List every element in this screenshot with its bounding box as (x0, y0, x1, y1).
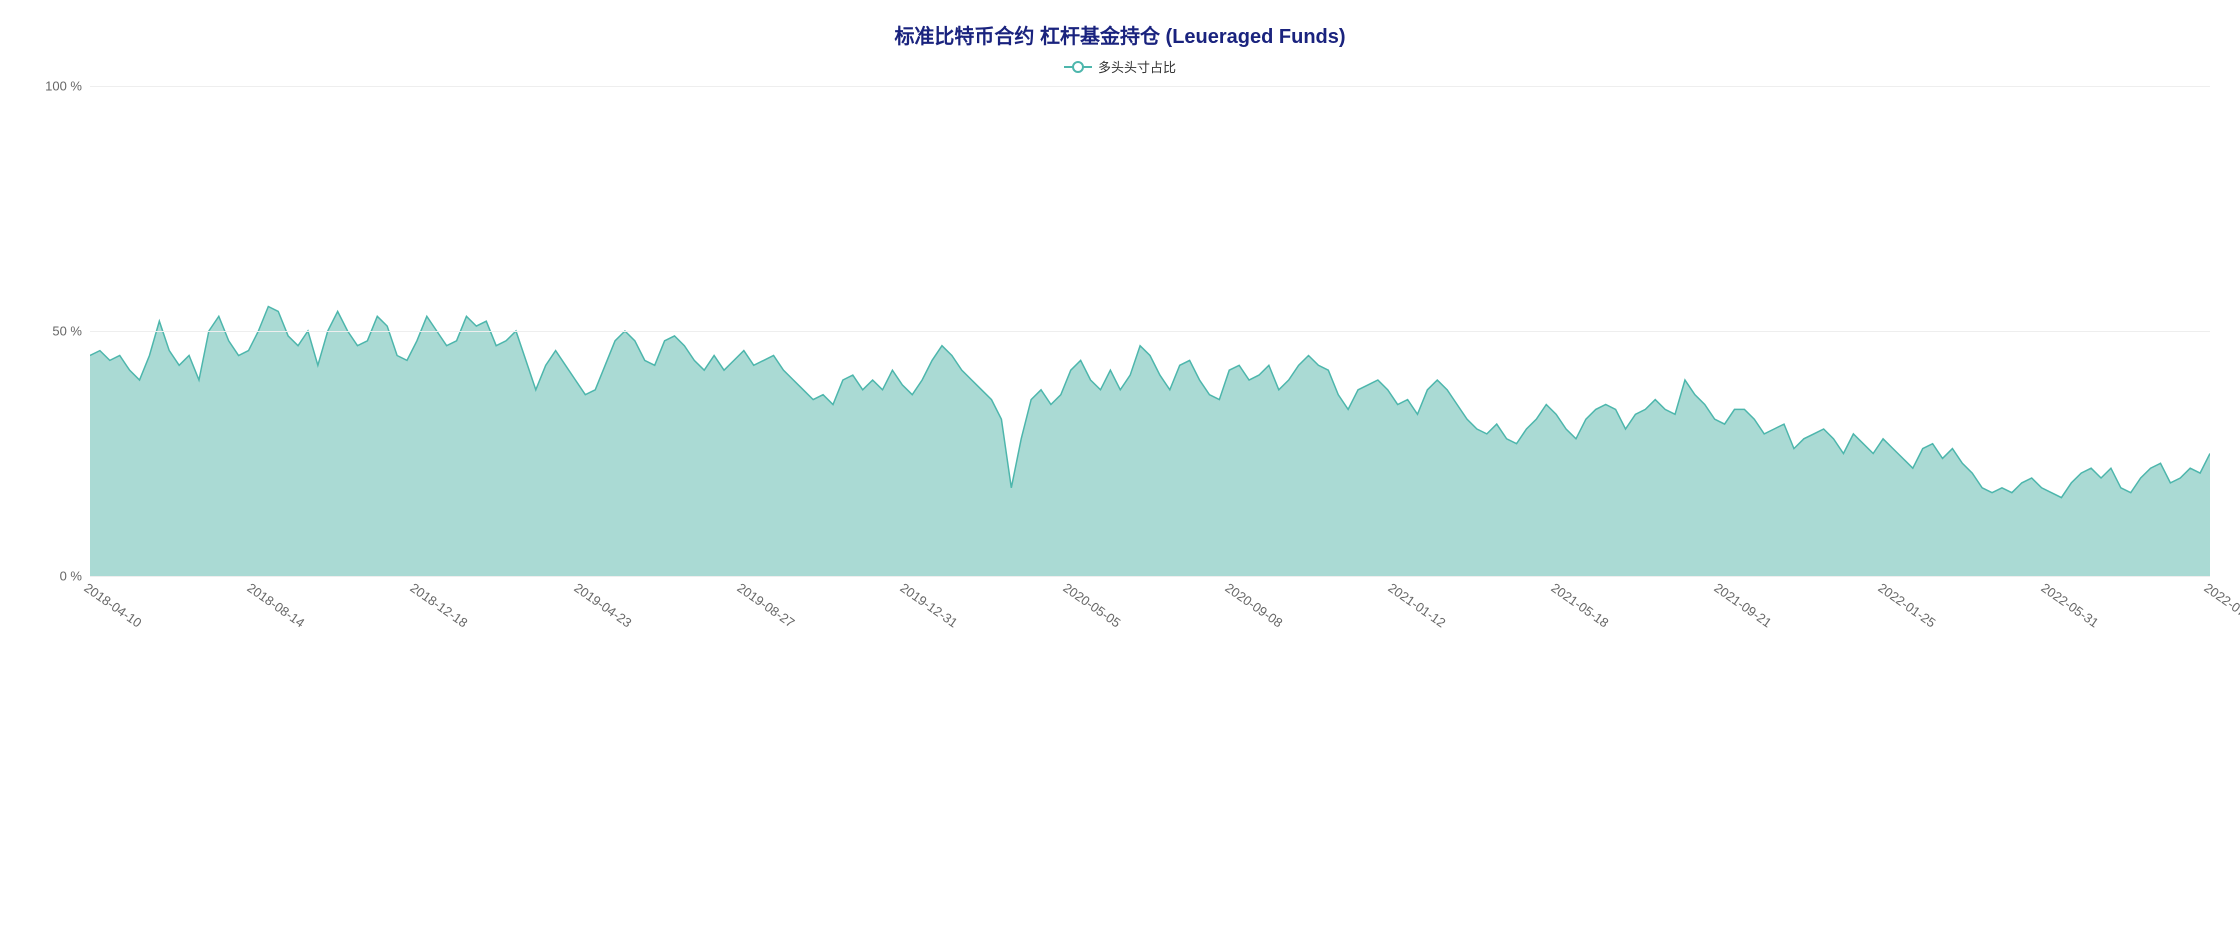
x-tick-label: 2021-01-12 (1385, 580, 1448, 630)
grid-line (90, 86, 2210, 87)
chart-container: 标准比特币合约 杠杆基金持仓 (Leueraged Funds) 多头头寸占比 … (30, 20, 2210, 646)
x-tick-label: 2020-05-05 (1061, 580, 1124, 630)
y-tick-label: 50 % (52, 324, 82, 339)
grid-line (90, 331, 2210, 332)
x-tick-label: 2020-09-08 (1222, 580, 1285, 630)
x-tick-label: 2021-09-21 (1712, 580, 1775, 630)
x-axis: 2018-04-102018-08-142018-12-182019-04-23… (90, 576, 2210, 646)
x-tick-label: 2022-07-05 (2201, 580, 2240, 630)
y-tick-label: 0 % (60, 569, 82, 584)
x-tick-label: 2018-04-10 (81, 580, 144, 630)
x-tick-label: 2021-05-18 (1548, 580, 1611, 630)
x-tick-label: 2022-01-25 (1875, 580, 1938, 630)
chart-title: 标准比特币合约 杠杆基金持仓 (Leueraged Funds) (30, 20, 2210, 49)
y-axis: 0 %50 %100 % (30, 86, 90, 576)
x-tick-label: 2019-04-23 (571, 580, 634, 630)
y-tick-label: 100 % (45, 79, 82, 94)
x-tick-label: 2018-08-14 (245, 580, 308, 630)
plot-area (90, 86, 2210, 576)
legend[interactable]: 多头头寸占比 (30, 57, 2210, 76)
x-tick-label: 2019-08-27 (734, 580, 797, 630)
x-tick-label: 2019-12-31 (898, 580, 961, 630)
x-tick-label: 2022-05-31 (2038, 580, 2101, 630)
plot-wrap: 0 %50 %100 % (30, 86, 2210, 576)
x-tick-label: 2018-12-18 (408, 580, 471, 630)
legend-label: 多头头寸占比 (1098, 57, 1176, 76)
legend-line-marker-icon (1064, 60, 1092, 74)
